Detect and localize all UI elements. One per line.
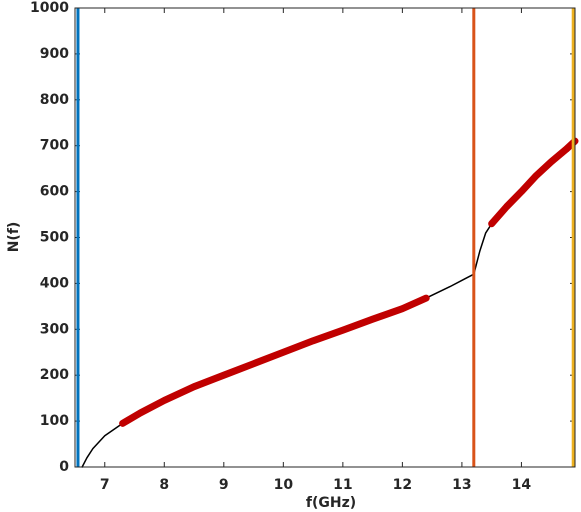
y-tick-label: 0 (59, 459, 69, 475)
y-tick-label: 100 (40, 413, 69, 429)
line-series (488, 137, 579, 228)
axes-box (74, 7, 576, 468)
x-tick-label: 10 (274, 477, 294, 493)
y-tick-label: 200 (40, 367, 69, 383)
y-tick-label: 800 (40, 92, 69, 108)
x-tick-label: 14 (512, 477, 532, 493)
y-tick-label: 900 (40, 46, 69, 62)
y-tick-label: 300 (40, 321, 69, 337)
plot-area (75, 8, 575, 467)
y-tick-label: 600 (40, 184, 69, 200)
line-series (119, 294, 430, 427)
x-tick-label: 8 (159, 477, 169, 493)
x-tick-label: 11 (333, 477, 352, 493)
x-tick-label: 13 (452, 477, 471, 493)
y-tick-label: 700 (40, 138, 69, 154)
x-tick-label: 9 (219, 477, 229, 493)
x-tick-label: 7 (100, 477, 110, 493)
y-tick-label: 500 (40, 230, 69, 246)
y-tick-label: 1000 (30, 0, 69, 16)
y-axis-label: N(f) (6, 222, 22, 253)
y-tick-label: 400 (40, 275, 69, 291)
x-tick-label: 12 (393, 477, 412, 493)
x-axis-label: f(GHz) (306, 495, 356, 511)
